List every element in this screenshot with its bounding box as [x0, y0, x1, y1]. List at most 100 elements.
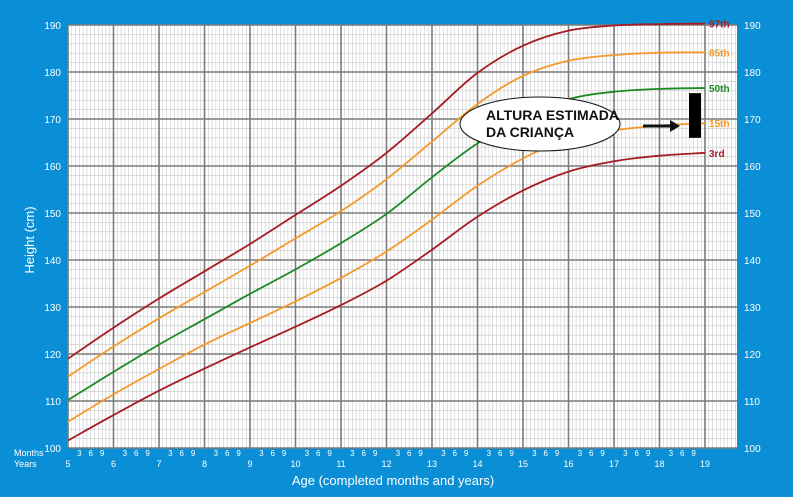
- percentile-labels: 97th 85th 50th 15th 3rd: [709, 20, 730, 160]
- annotation-ellipse: [459, 96, 621, 152]
- y-tick-label-right: 110: [744, 397, 760, 408]
- month-tick-label: 3: [487, 449, 492, 458]
- x-tick-label: 11: [336, 459, 345, 469]
- series-label-97th: 97th: [709, 20, 730, 31]
- month-tick-label: 6: [271, 449, 276, 458]
- percentile-lines: [67, 22, 706, 442]
- month-tick-label: 9: [327, 449, 332, 458]
- estimate-range-bar: [689, 93, 701, 138]
- x-tick-label: 10: [290, 459, 300, 469]
- month-tick-label: 3: [578, 449, 583, 458]
- month-tick-label: 3: [441, 449, 446, 458]
- series-label-85th: 85th: [709, 48, 730, 59]
- grid: [67, 24, 737, 449]
- month-tick-label: 9: [100, 449, 105, 458]
- x-tick-label: 13: [427, 459, 437, 469]
- month-tick-label: 9: [464, 449, 469, 458]
- y-tick-label-left: 190: [44, 21, 61, 32]
- month-tick-label: 3: [669, 449, 674, 458]
- x-tick-label: 7: [156, 459, 161, 469]
- y-tick-label-right: 100: [744, 444, 761, 455]
- y-tick-label-left: 150: [44, 209, 61, 220]
- month-tick-label: 9: [373, 449, 378, 458]
- month-tick-label: 6: [316, 449, 321, 458]
- x-tick-label: 14: [472, 459, 482, 469]
- month-tick-label: 9: [282, 449, 287, 458]
- y-tick-label-left: 170: [44, 115, 61, 126]
- month-tick-label: 3: [623, 449, 628, 458]
- month-tick-label: 6: [498, 449, 503, 458]
- month-tick-label: 6: [635, 449, 640, 458]
- months-label: Months: [14, 448, 44, 458]
- y-tick-label-right: 170: [744, 115, 761, 126]
- series-line-3rd: [67, 151, 706, 442]
- x-axis-label: Age (completed months and years): [292, 473, 494, 488]
- month-tick-label: 3: [259, 449, 264, 458]
- month-tick-label: 6: [225, 449, 230, 458]
- series-line-97th: [67, 22, 706, 360]
- year-tick-row: 5 6 7 8 9 10 11 12 13 14 15 16 17 18 19: [65, 459, 710, 469]
- month-tick-label: 6: [453, 449, 458, 458]
- month-tick-label: 6: [544, 449, 549, 458]
- month-tick-label: 9: [418, 449, 423, 458]
- years-label: Years: [14, 459, 37, 469]
- y-tick-label-right: 130: [744, 303, 761, 314]
- x-tick-label: 17: [609, 459, 619, 469]
- arrow-icon: [643, 120, 680, 132]
- y-ticks-right: 100 110 120 130 140 150 160 170 180 190: [744, 21, 761, 455]
- y-tick-label-left: 120: [44, 350, 61, 361]
- month-tick-label: 3: [77, 449, 82, 458]
- y-tick-label-left: 180: [44, 68, 61, 79]
- x-tick-label: 5: [65, 459, 70, 469]
- annotation-line-1: ALTURA ESTIMADA: [486, 107, 619, 123]
- annotation-line-2: DA CRIANÇA: [486, 124, 574, 140]
- y-axis-label: Height (cm): [22, 206, 37, 273]
- y-tick-label-right: 190: [744, 21, 761, 32]
- y-tick-label-left: 110: [45, 397, 61, 408]
- x-tick-label: 12: [381, 459, 391, 469]
- x-tick-label: 6: [111, 459, 116, 469]
- y-tick-label-right: 120: [744, 350, 761, 361]
- month-tick-label: 3: [214, 449, 219, 458]
- x-tick-label: 16: [563, 459, 573, 469]
- y-ticks-left: 100 110 120 130 140 150 160 170 180 190: [44, 21, 61, 455]
- y-tick-label-left: 100: [44, 444, 61, 455]
- y-tick-label-left: 140: [44, 256, 61, 267]
- month-tick-label: 6: [134, 449, 139, 458]
- x-tick-label: 9: [247, 459, 252, 469]
- series-label-50th: 50th: [709, 84, 730, 95]
- month-tick-label: 9: [191, 449, 196, 458]
- y-tick-label-left: 160: [44, 162, 61, 173]
- series-label-3rd: 3rd: [709, 149, 725, 160]
- month-tick-label: 3: [350, 449, 355, 458]
- month-tick-label: 3: [168, 449, 173, 458]
- y-tick-label-right: 180: [744, 68, 761, 79]
- month-tick-label: 3: [532, 449, 537, 458]
- x-tick-label: 15: [518, 459, 528, 469]
- y-tick-label-right: 150: [744, 209, 761, 220]
- month-tick-label: 6: [680, 449, 685, 458]
- y-tick-label-right: 160: [744, 162, 761, 173]
- month-tick-label: 6: [180, 449, 185, 458]
- month-tick-label: 6: [362, 449, 367, 458]
- y-tick-label-left: 130: [44, 303, 61, 314]
- series-line-85th: [67, 51, 706, 378]
- month-tick-label: 6: [407, 449, 412, 458]
- y-tick-label-right: 140: [744, 256, 761, 267]
- month-tick-label: 9: [145, 449, 150, 458]
- month-tick-label: 9: [646, 449, 651, 458]
- annotation-callout: ALTURA ESTIMADA DA CRIANÇA: [459, 96, 621, 152]
- month-tick-label: 9: [691, 449, 696, 458]
- month-tick-label: 9: [555, 449, 560, 458]
- x-tick-label: 8: [202, 459, 207, 469]
- x-tick-label: 18: [654, 459, 664, 469]
- series-label-15th: 15th: [709, 119, 730, 130]
- month-tick-label: 9: [600, 449, 605, 458]
- month-tick-label: 6: [589, 449, 594, 458]
- series-line-50th: [67, 87, 706, 401]
- month-tick-label: 9: [236, 449, 241, 458]
- month-tick-label: 9: [509, 449, 514, 458]
- month-tick-label: 3: [305, 449, 310, 458]
